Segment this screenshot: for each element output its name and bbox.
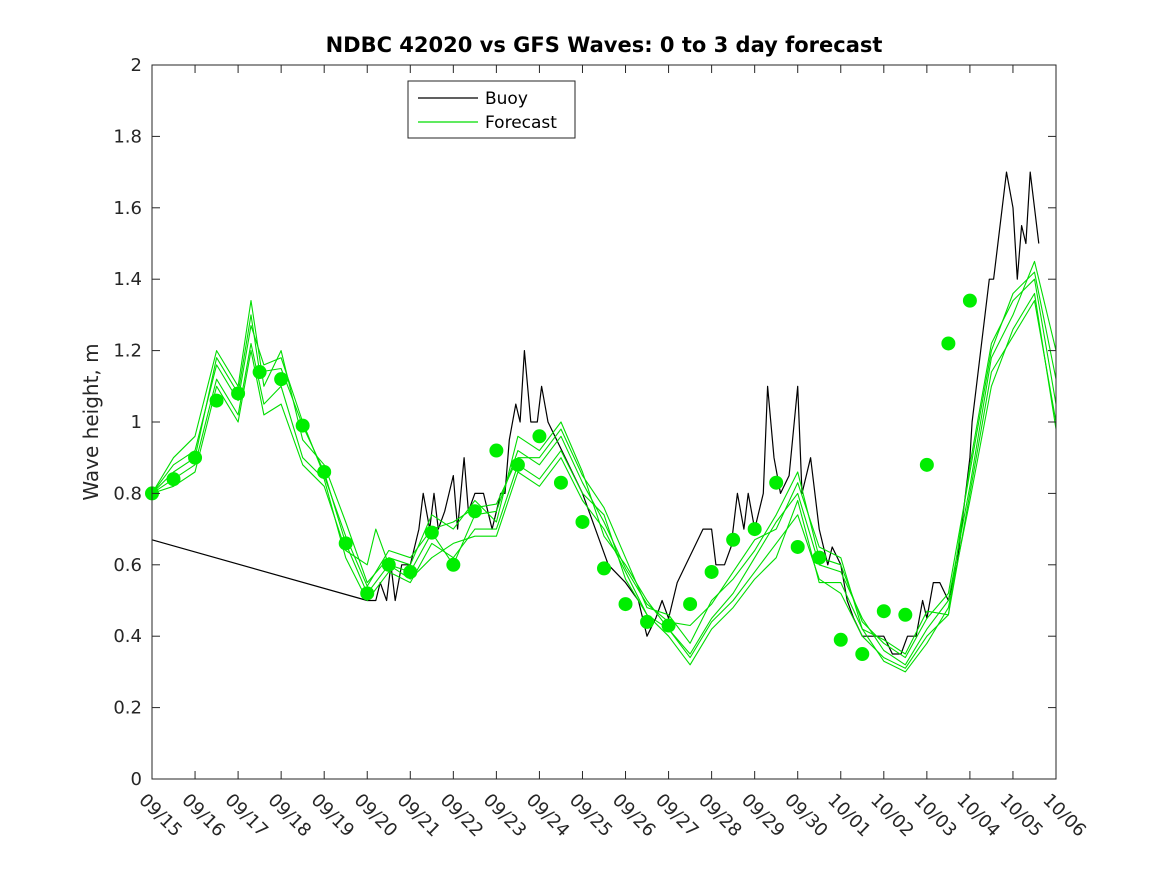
legend: Buoy Forecast (407, 80, 576, 139)
forecast-point-29 (769, 475, 784, 490)
y-tick-label-10: 2 (131, 55, 142, 76)
forecast-point-16 (489, 443, 504, 458)
forecast-point-5 (252, 365, 267, 380)
forecast-point-24 (661, 618, 676, 633)
forecast-point-9 (338, 536, 353, 551)
forecast-point-10 (360, 586, 375, 601)
y-tick-label-1: 0.2 (113, 698, 142, 719)
forecast-point-37 (941, 336, 956, 351)
forecast-point-22 (618, 597, 633, 612)
forecast-series-line-4 (151, 271, 1057, 659)
forecast-point-21 (597, 561, 611, 576)
forecast-point-2 (188, 450, 203, 465)
forecast-point-35 (898, 607, 913, 622)
forecast-point-36 (919, 457, 934, 472)
forecast-point-11 (381, 557, 396, 572)
y-tick-label-2: 0.4 (113, 626, 142, 647)
forecast-point-14 (446, 557, 461, 572)
forecast-point-13 (424, 525, 439, 540)
y-tick-label-8: 1.6 (113, 198, 142, 219)
forecast-point-17 (510, 457, 525, 472)
legend-label-1: Forecast (485, 113, 557, 133)
plot-area (145, 65, 1057, 779)
forecast-point-4 (231, 386, 246, 401)
y-tick-label-7: 1.4 (113, 269, 142, 290)
forecast-point-18 (532, 429, 547, 444)
forecast-point-25 (683, 597, 698, 612)
forecast-point-1 (166, 472, 181, 487)
forecast-point-28 (747, 522, 762, 537)
forecast-point-27 (726, 532, 741, 547)
forecast-point-33 (855, 647, 870, 662)
forecast-point-8 (317, 464, 332, 479)
forecast-point-32 (833, 632, 848, 647)
forecast-point-3 (209, 393, 224, 408)
forecast-point-31 (812, 550, 827, 565)
forecast-point-20 (575, 514, 590, 529)
forecast-point-19 (553, 475, 568, 490)
chart-title: NDBC 42020 vs GFS Waves: 0 to 3 day fore… (326, 33, 883, 57)
forecast-point-6 (274, 372, 289, 387)
forecast-point-34 (876, 604, 891, 619)
forecast-point-26 (704, 564, 719, 579)
y-tick-label-0: 0 (131, 769, 142, 790)
forecast-point-23 (640, 614, 655, 629)
legend-label-0: Buoy (485, 89, 528, 109)
forecast-point-30 (790, 539, 805, 554)
forecast-point-15 (467, 504, 482, 519)
y-axis-label: Wave height, m (79, 343, 103, 500)
legend-box (407, 80, 576, 139)
forecast-point-7 (295, 418, 310, 433)
forecast-point-12 (403, 564, 418, 579)
y-tick-label-4: 0.8 (113, 483, 142, 504)
forecast-series-line-3 (151, 292, 1057, 673)
y-tick-label-9: 1.8 (113, 126, 142, 147)
y-tick-label-3: 0.6 (113, 555, 142, 576)
forecast-series-line-5 (151, 300, 1057, 669)
y-tick-label-6: 1.2 (113, 341, 142, 362)
y-tick-label-5: 1 (131, 412, 142, 433)
forecast-point-38 (962, 293, 977, 308)
